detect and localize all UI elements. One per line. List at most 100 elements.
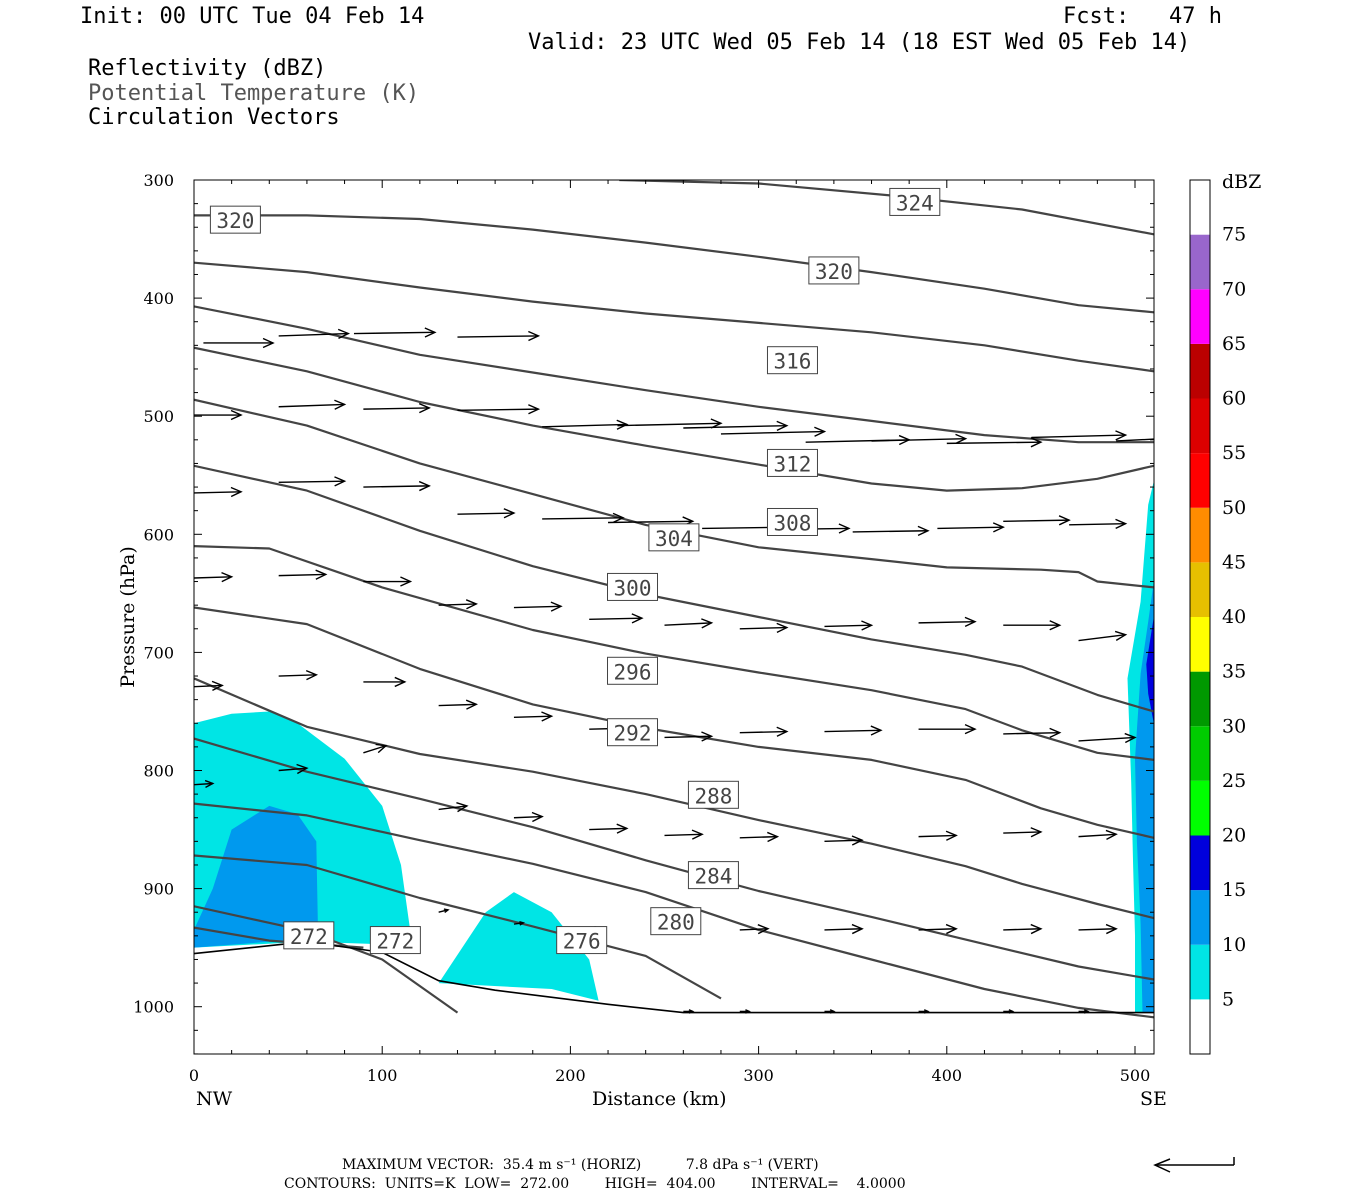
isentrope-12 [194, 854, 722, 1000]
vector-arrow-27 [1003, 515, 1071, 526]
colorbar-label-45: 45 [1222, 551, 1246, 573]
colorbar-segment-7 [1190, 617, 1210, 672]
svg-text:316: 316 [774, 350, 812, 374]
svg-text:500: 500 [143, 407, 174, 426]
colorbar-segment-13 [1190, 289, 1210, 344]
vector-arrow-43 [363, 676, 407, 688]
vector-arrow-49 [824, 725, 883, 736]
contour-label-272: 272 [369, 926, 421, 955]
colorbar-segment-6 [1190, 671, 1210, 727]
svg-text:300: 300 [143, 171, 174, 190]
vector-arrow-44 [438, 699, 479, 710]
contour-label-300: 300 [607, 572, 659, 601]
colorbar-label-30: 30 [1222, 715, 1246, 737]
vector-arrow-79 [1078, 1009, 1090, 1014]
vector-arrow-4 [194, 409, 243, 421]
y-tick-500: 500 [143, 407, 1154, 426]
isentrope-4 [194, 346, 1154, 492]
vector-arrow-32 [438, 599, 479, 610]
vector-arrow-15 [1031, 430, 1128, 441]
y-tick-400: 400 [143, 289, 1154, 308]
contour-labels: 324 320 320 316 312 308 304 300 296 292 288 284 280 2… [209, 187, 941, 955]
svg-text:276: 276 [563, 930, 601, 954]
colorbar-label-40: 40 [1222, 606, 1246, 628]
contour-label-284: 284 [687, 861, 739, 890]
vector-arrow-70 [824, 923, 864, 935]
vector-arrow-58 [589, 823, 629, 834]
vector-arrow-14 [946, 437, 1043, 448]
init-time: Init: 00 UTC Tue 04 Feb 14 [80, 4, 425, 29]
y-tick-700: 700 [143, 643, 1154, 662]
svg-text:320: 320 [216, 209, 254, 233]
contour-label-288: 288 [687, 780, 739, 809]
field-vectors-label: Circulation Vectors [88, 105, 340, 130]
x-tick-0: 0 [189, 180, 199, 1085]
vector-arrow-11 [720, 426, 827, 437]
colorbar-segment-11 [1190, 398, 1210, 454]
colorbar-segment-10 [1190, 453, 1210, 508]
svg-text:300: 300 [614, 576, 652, 600]
contour-label-312: 312 [766, 448, 818, 477]
vector-arrow-28 [1069, 518, 1128, 530]
vector-arrow-55 [363, 743, 388, 754]
plot-frame [193, 179, 1155, 1055]
colorbar-label-15: 15 [1222, 879, 1246, 901]
svg-text:292: 292 [614, 722, 652, 746]
vector-arrow-74 [683, 1009, 695, 1014]
svg-text:272: 272 [376, 930, 414, 954]
svg-text:400: 400 [932, 1066, 963, 1085]
svg-text:272: 272 [290, 925, 328, 949]
contour-label-276: 276 [556, 926, 608, 955]
vector-arrow-60 [739, 831, 780, 843]
colorbar-label-35: 35 [1222, 661, 1246, 683]
svg-text:900: 900 [143, 880, 174, 899]
isentrope-0 [619, 180, 1154, 236]
svg-text:296: 296 [614, 660, 652, 684]
contour-label-316: 316 [766, 346, 818, 375]
vector-arrow-75 [739, 1009, 751, 1014]
isentrope-2 [194, 261, 1154, 373]
vector-arrow-26 [937, 522, 1005, 533]
vector-arrow-33 [513, 601, 563, 612]
colorbar-segment-12 [1190, 343, 1210, 399]
svg-text:800: 800 [143, 762, 174, 781]
x-tick-500: 500 [1120, 180, 1150, 1085]
colorbar-label-50: 50 [1222, 497, 1246, 519]
svg-text:400: 400 [143, 289, 174, 308]
vector-arrow-34 [589, 613, 644, 624]
svg-text:324: 324 [896, 191, 934, 215]
vector-arrow-51 [1003, 727, 1062, 739]
svg-text:320: 320 [815, 260, 853, 284]
vector-arrow-35 [664, 618, 714, 629]
vector-arrow-78 [1003, 1009, 1015, 1014]
y-tick-800: 800 [143, 762, 1154, 781]
vector-arrow-42 [278, 670, 319, 681]
vector-arrow-41 [194, 680, 224, 692]
vector-arrow-45 [513, 711, 554, 722]
x-axis-label: Distance (km) [592, 1088, 727, 1110]
colorbar-segment-14 [1190, 234, 1210, 290]
vector-arrow-50 [918, 724, 977, 735]
vector-arrow-53 [194, 779, 215, 788]
colorbar-label-5: 5 [1222, 988, 1234, 1010]
svg-text:700: 700 [143, 643, 174, 662]
colorbar-segment-5 [1190, 726, 1210, 781]
isentrope-7 [194, 545, 1154, 761]
colorbar-segment-9 [1190, 507, 1210, 563]
colorbar-segment-0 [1190, 999, 1210, 1054]
terrain-line [194, 940, 1154, 1014]
vector-arrow-52 [1078, 732, 1137, 744]
x-tick-400: 400 [932, 180, 963, 1085]
svg-text:288: 288 [694, 784, 732, 808]
terrain-profile [194, 940, 1154, 1014]
x-tick-100: 100 [367, 180, 397, 1085]
vector-arrow-64 [1078, 829, 1118, 841]
vector-arrow-1 [278, 328, 351, 339]
y-tick-1000: 1000 [133, 998, 1154, 1017]
vector-arrow-76 [824, 1009, 836, 1014]
vector-arrow-29 [194, 571, 234, 583]
svg-text:600: 600 [143, 525, 174, 544]
vector-arrow-39 [1003, 620, 1062, 631]
contour-label-292: 292 [607, 718, 659, 747]
